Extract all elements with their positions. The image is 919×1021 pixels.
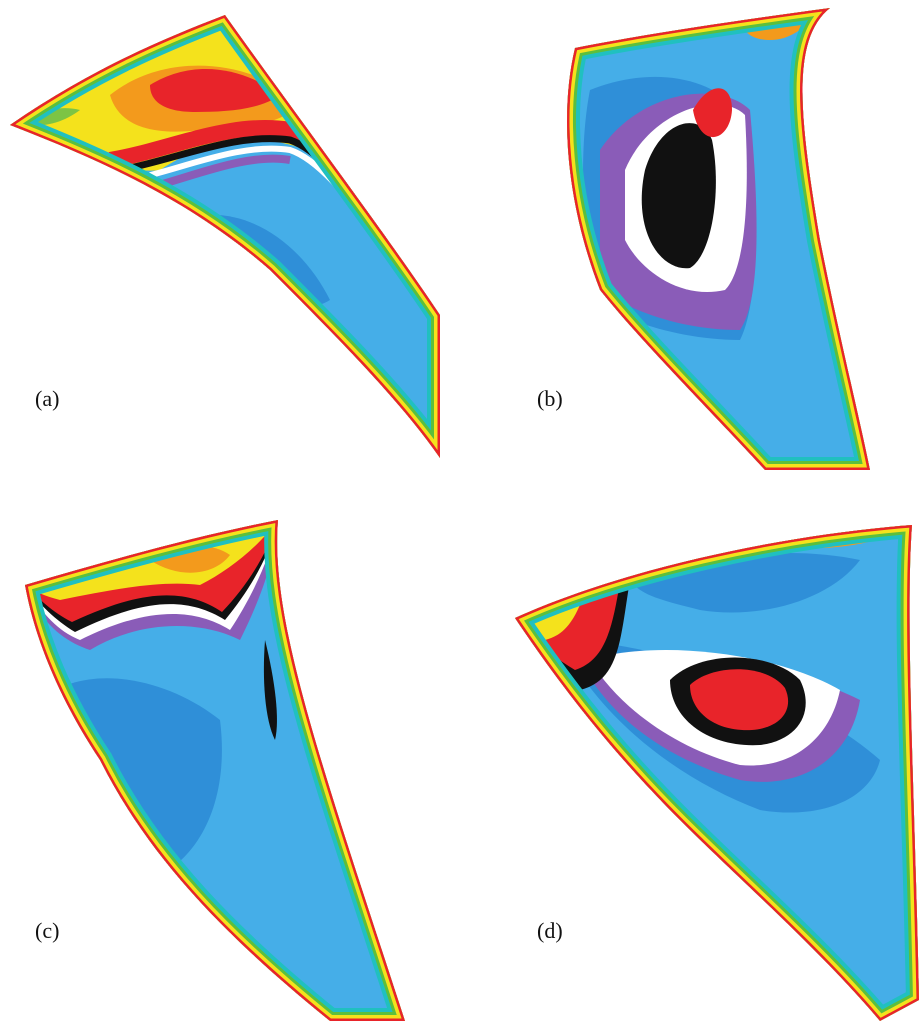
page: (a) (b) (c) (d) (() => { const data = JS…	[0, 0, 919, 1021]
figure: (a) (b) (c) (d)	[0, 0, 919, 1021]
panel-label: (b)	[537, 386, 563, 411]
panel-label: (a)	[35, 386, 59, 411]
panel-b-contour	[540, 0, 890, 480]
panel-label: (c)	[35, 918, 59, 943]
panel-a-contour	[0, 0, 460, 470]
panel-label: (d)	[537, 918, 563, 943]
panel-d-contour	[500, 515, 919, 1021]
panel-c-contour	[10, 510, 420, 1021]
